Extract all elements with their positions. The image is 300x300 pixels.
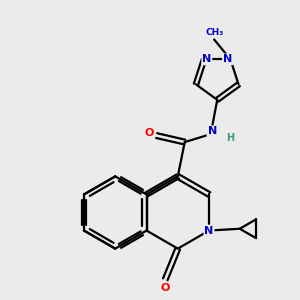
Text: N: N — [204, 226, 214, 236]
Text: N: N — [223, 54, 232, 64]
Text: N: N — [202, 54, 212, 64]
Text: O: O — [160, 283, 170, 293]
Text: H: H — [226, 133, 234, 142]
Text: CH₃: CH₃ — [205, 28, 223, 37]
Text: O: O — [145, 128, 154, 138]
Text: N: N — [208, 126, 217, 136]
